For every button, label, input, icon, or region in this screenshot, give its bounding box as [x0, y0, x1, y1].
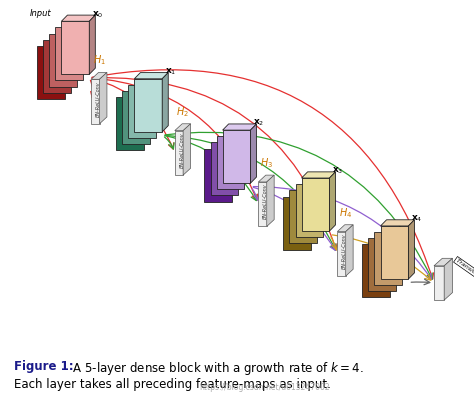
Bar [295, 184, 323, 237]
Bar [37, 46, 65, 99]
Bar [49, 33, 77, 87]
Bar [223, 130, 250, 183]
Bar [122, 91, 150, 144]
Bar [128, 85, 156, 138]
Polygon shape [267, 175, 274, 226]
Polygon shape [337, 225, 353, 232]
Text: BN-ReLU-Conv: BN-ReLU-Conv [179, 132, 184, 168]
Text: $H_2$: $H_2$ [176, 105, 189, 119]
Polygon shape [258, 182, 267, 226]
Text: $\mathbf{x}_0$: $\mathbf{x}_0$ [91, 9, 103, 20]
Text: Transition Layer: Transition Layer [455, 258, 474, 291]
Polygon shape [134, 72, 168, 79]
Text: $\mathbf{x}_2$: $\mathbf{x}_2$ [253, 118, 264, 129]
Text: BN-ReLU-Conv: BN-ReLU-Conv [96, 81, 101, 117]
Text: BN-ReLU-Conv: BN-ReLU-Conv [342, 233, 347, 269]
Polygon shape [91, 79, 100, 124]
Polygon shape [409, 220, 414, 279]
Polygon shape [258, 175, 274, 182]
Text: $H_3$: $H_3$ [260, 156, 273, 170]
Text: $H_4$: $H_4$ [338, 206, 352, 220]
Polygon shape [381, 220, 414, 226]
Text: Figure 1:: Figure 1: [14, 360, 74, 373]
Text: $\mathbf{x}_3$: $\mathbf{x}_3$ [332, 166, 343, 176]
Polygon shape [301, 172, 336, 178]
Text: $\mathbf{x}_1$: $\mathbf{x}_1$ [164, 66, 176, 77]
Polygon shape [162, 72, 168, 132]
Polygon shape [175, 131, 183, 175]
Polygon shape [175, 124, 191, 131]
Text: A 5-layer dense block with a growth rate of $k = 4$.: A 5-layer dense block with a growth rate… [69, 360, 364, 377]
Text: Each layer takes all preceding feature-maps as input.: Each layer takes all preceding feature-m… [14, 378, 331, 391]
Text: $H_1$: $H_1$ [92, 53, 106, 67]
Text: $\mathbf{x}_4$: $\mathbf{x}_4$ [411, 214, 422, 224]
Polygon shape [91, 72, 107, 79]
Bar [363, 244, 390, 297]
Bar [210, 142, 238, 195]
Bar [290, 190, 318, 244]
Bar [301, 178, 329, 231]
Polygon shape [434, 266, 444, 300]
Text: https://blog.csdn.net/u013247002: https://blog.csdn.net/u013247002 [199, 383, 330, 392]
Polygon shape [89, 15, 95, 74]
Polygon shape [329, 172, 336, 231]
Polygon shape [62, 15, 95, 21]
Polygon shape [183, 124, 191, 175]
Text: Input: Input [30, 9, 52, 18]
Polygon shape [346, 225, 353, 276]
Bar [217, 136, 245, 189]
Polygon shape [100, 72, 107, 124]
Bar [134, 79, 162, 132]
Bar [368, 238, 396, 291]
Polygon shape [444, 258, 453, 300]
Bar [283, 197, 311, 250]
Text: BN-ReLU-Conv: BN-ReLU-Conv [263, 183, 268, 219]
Bar [381, 226, 409, 279]
Polygon shape [250, 124, 256, 183]
Polygon shape [337, 232, 346, 276]
Bar [55, 27, 83, 80]
Bar [43, 40, 71, 93]
Bar [62, 21, 89, 74]
Bar [116, 97, 144, 150]
Polygon shape [434, 258, 453, 266]
Polygon shape [223, 124, 256, 130]
Bar [204, 148, 232, 202]
Bar [374, 232, 402, 285]
